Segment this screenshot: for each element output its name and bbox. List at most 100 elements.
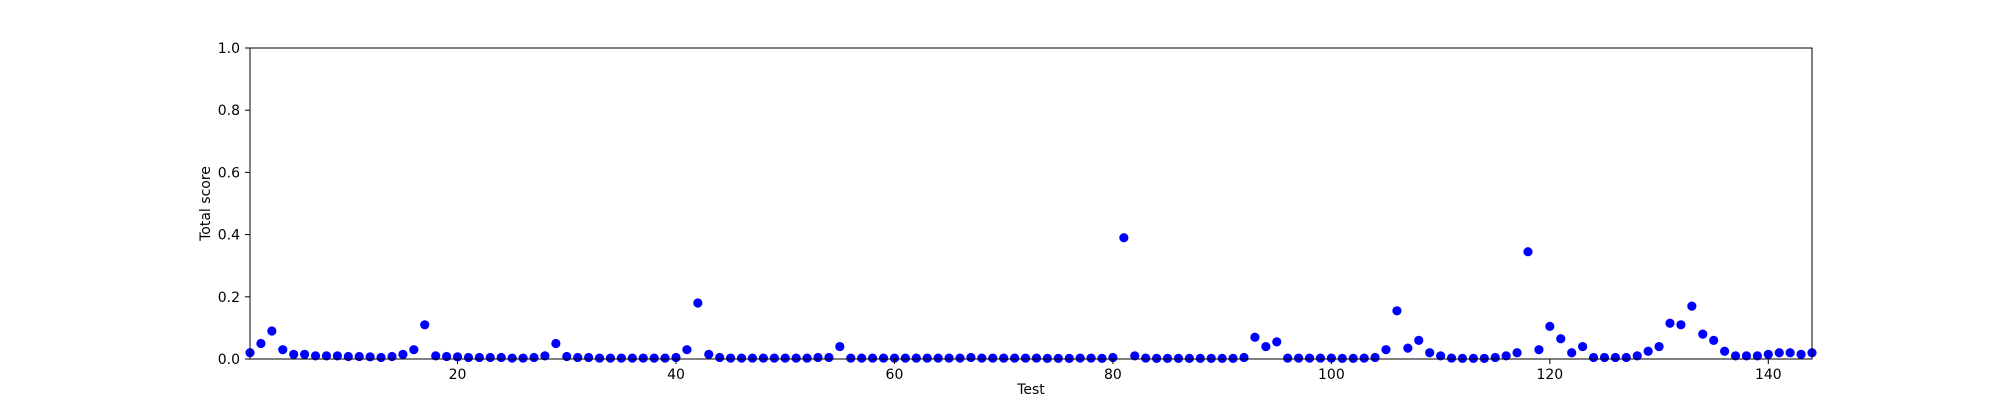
data-point [1250, 332, 1260, 342]
data-point [1425, 348, 1435, 358]
data-point [1403, 343, 1413, 353]
data-point [616, 353, 626, 363]
data-point [1152, 353, 1162, 363]
data-point [889, 353, 900, 363]
data-point [1097, 353, 1107, 363]
data-point [802, 353, 812, 363]
data-point [1184, 353, 1194, 363]
data-point [1261, 341, 1271, 352]
data-point [922, 353, 932, 363]
data-point [442, 351, 452, 362]
x-tick-label: 20 [449, 367, 467, 383]
data-point [1075, 353, 1085, 363]
data-point [310, 351, 321, 361]
data-point [1446, 353, 1457, 363]
plot-frame [249, 47, 1813, 360]
data-point [1479, 353, 1489, 363]
y-tick-label: 1.0 [218, 41, 240, 57]
data-point [1195, 353, 1205, 363]
data-point [693, 298, 703, 308]
data-point [638, 353, 648, 363]
data-point [1654, 341, 1664, 352]
data-point [584, 352, 594, 363]
data-point [944, 353, 954, 363]
data-point [1741, 351, 1752, 361]
data-point [278, 345, 288, 355]
data-point [1545, 321, 1555, 331]
data-point [1173, 353, 1184, 363]
data-point [671, 352, 681, 363]
data-point [1523, 247, 1533, 257]
data-point [420, 320, 430, 330]
data-point [977, 353, 987, 363]
x-tick-label: 100 [1318, 367, 1345, 383]
data-point [1130, 351, 1140, 361]
data-point [1796, 349, 1806, 359]
data-point [682, 345, 692, 355]
data-point [660, 353, 670, 363]
data-point [1119, 233, 1129, 243]
data-point [1436, 351, 1446, 361]
data-point [1414, 335, 1424, 345]
data-point [605, 353, 616, 363]
data-point [1381, 345, 1391, 355]
axes-layer: 20 40 60 80 100 120 140 0.0 0.2 0.4 0.6 0.8 1.0 [218, 41, 1813, 383]
data-point [966, 352, 976, 363]
data-point [824, 352, 834, 363]
x-tick-label: 60 [886, 367, 904, 383]
data-point [300, 349, 310, 359]
data-point [1468, 353, 1478, 363]
data-point [999, 353, 1009, 363]
data-point [1304, 353, 1315, 363]
y-tick-label: 0.2 [218, 290, 240, 306]
data-point [900, 353, 910, 363]
data-point [463, 352, 474, 363]
data-point [1217, 353, 1227, 363]
data-point [1206, 353, 1216, 363]
data-point [365, 352, 375, 362]
data-point [1064, 353, 1074, 363]
data-point [354, 351, 364, 362]
data-point [376, 352, 386, 363]
data-point [562, 351, 572, 362]
data-point [1632, 351, 1642, 361]
data-point [474, 352, 484, 363]
data-point [857, 353, 867, 363]
data-point [878, 353, 889, 363]
data-point [1643, 346, 1653, 356]
data-point [1359, 353, 1369, 363]
data-point [1283, 353, 1293, 363]
data-point [955, 353, 965, 363]
data-point [1534, 345, 1544, 355]
data-point [1578, 341, 1588, 352]
y-tick-label: 0.0 [218, 352, 240, 368]
data-point [1621, 352, 1631, 363]
data-point [1141, 353, 1151, 363]
data-point [573, 352, 583, 363]
y-tick-label: 0.6 [218, 165, 240, 181]
data-point [911, 353, 921, 363]
x-tick-label: 40 [667, 367, 685, 383]
data-point [835, 341, 845, 352]
data-point [1512, 348, 1522, 358]
data-point [1392, 306, 1402, 316]
data-point [1610, 352, 1620, 363]
data-point [387, 351, 397, 362]
data-point [409, 345, 419, 355]
data-point [791, 353, 801, 363]
data-point [1490, 352, 1500, 363]
data-point [1053, 353, 1063, 363]
y-tick-label: 0.4 [218, 228, 240, 244]
data-point [1315, 353, 1326, 363]
x-tick-label: 140 [1755, 367, 1782, 383]
data-point [496, 352, 506, 363]
data-point [1687, 301, 1697, 311]
data-point [1665, 318, 1675, 328]
data-point [726, 353, 736, 363]
data-point [1785, 348, 1795, 358]
data-point [594, 353, 605, 363]
data-point [1599, 352, 1610, 363]
data-point [933, 353, 943, 363]
data-point [988, 353, 998, 363]
